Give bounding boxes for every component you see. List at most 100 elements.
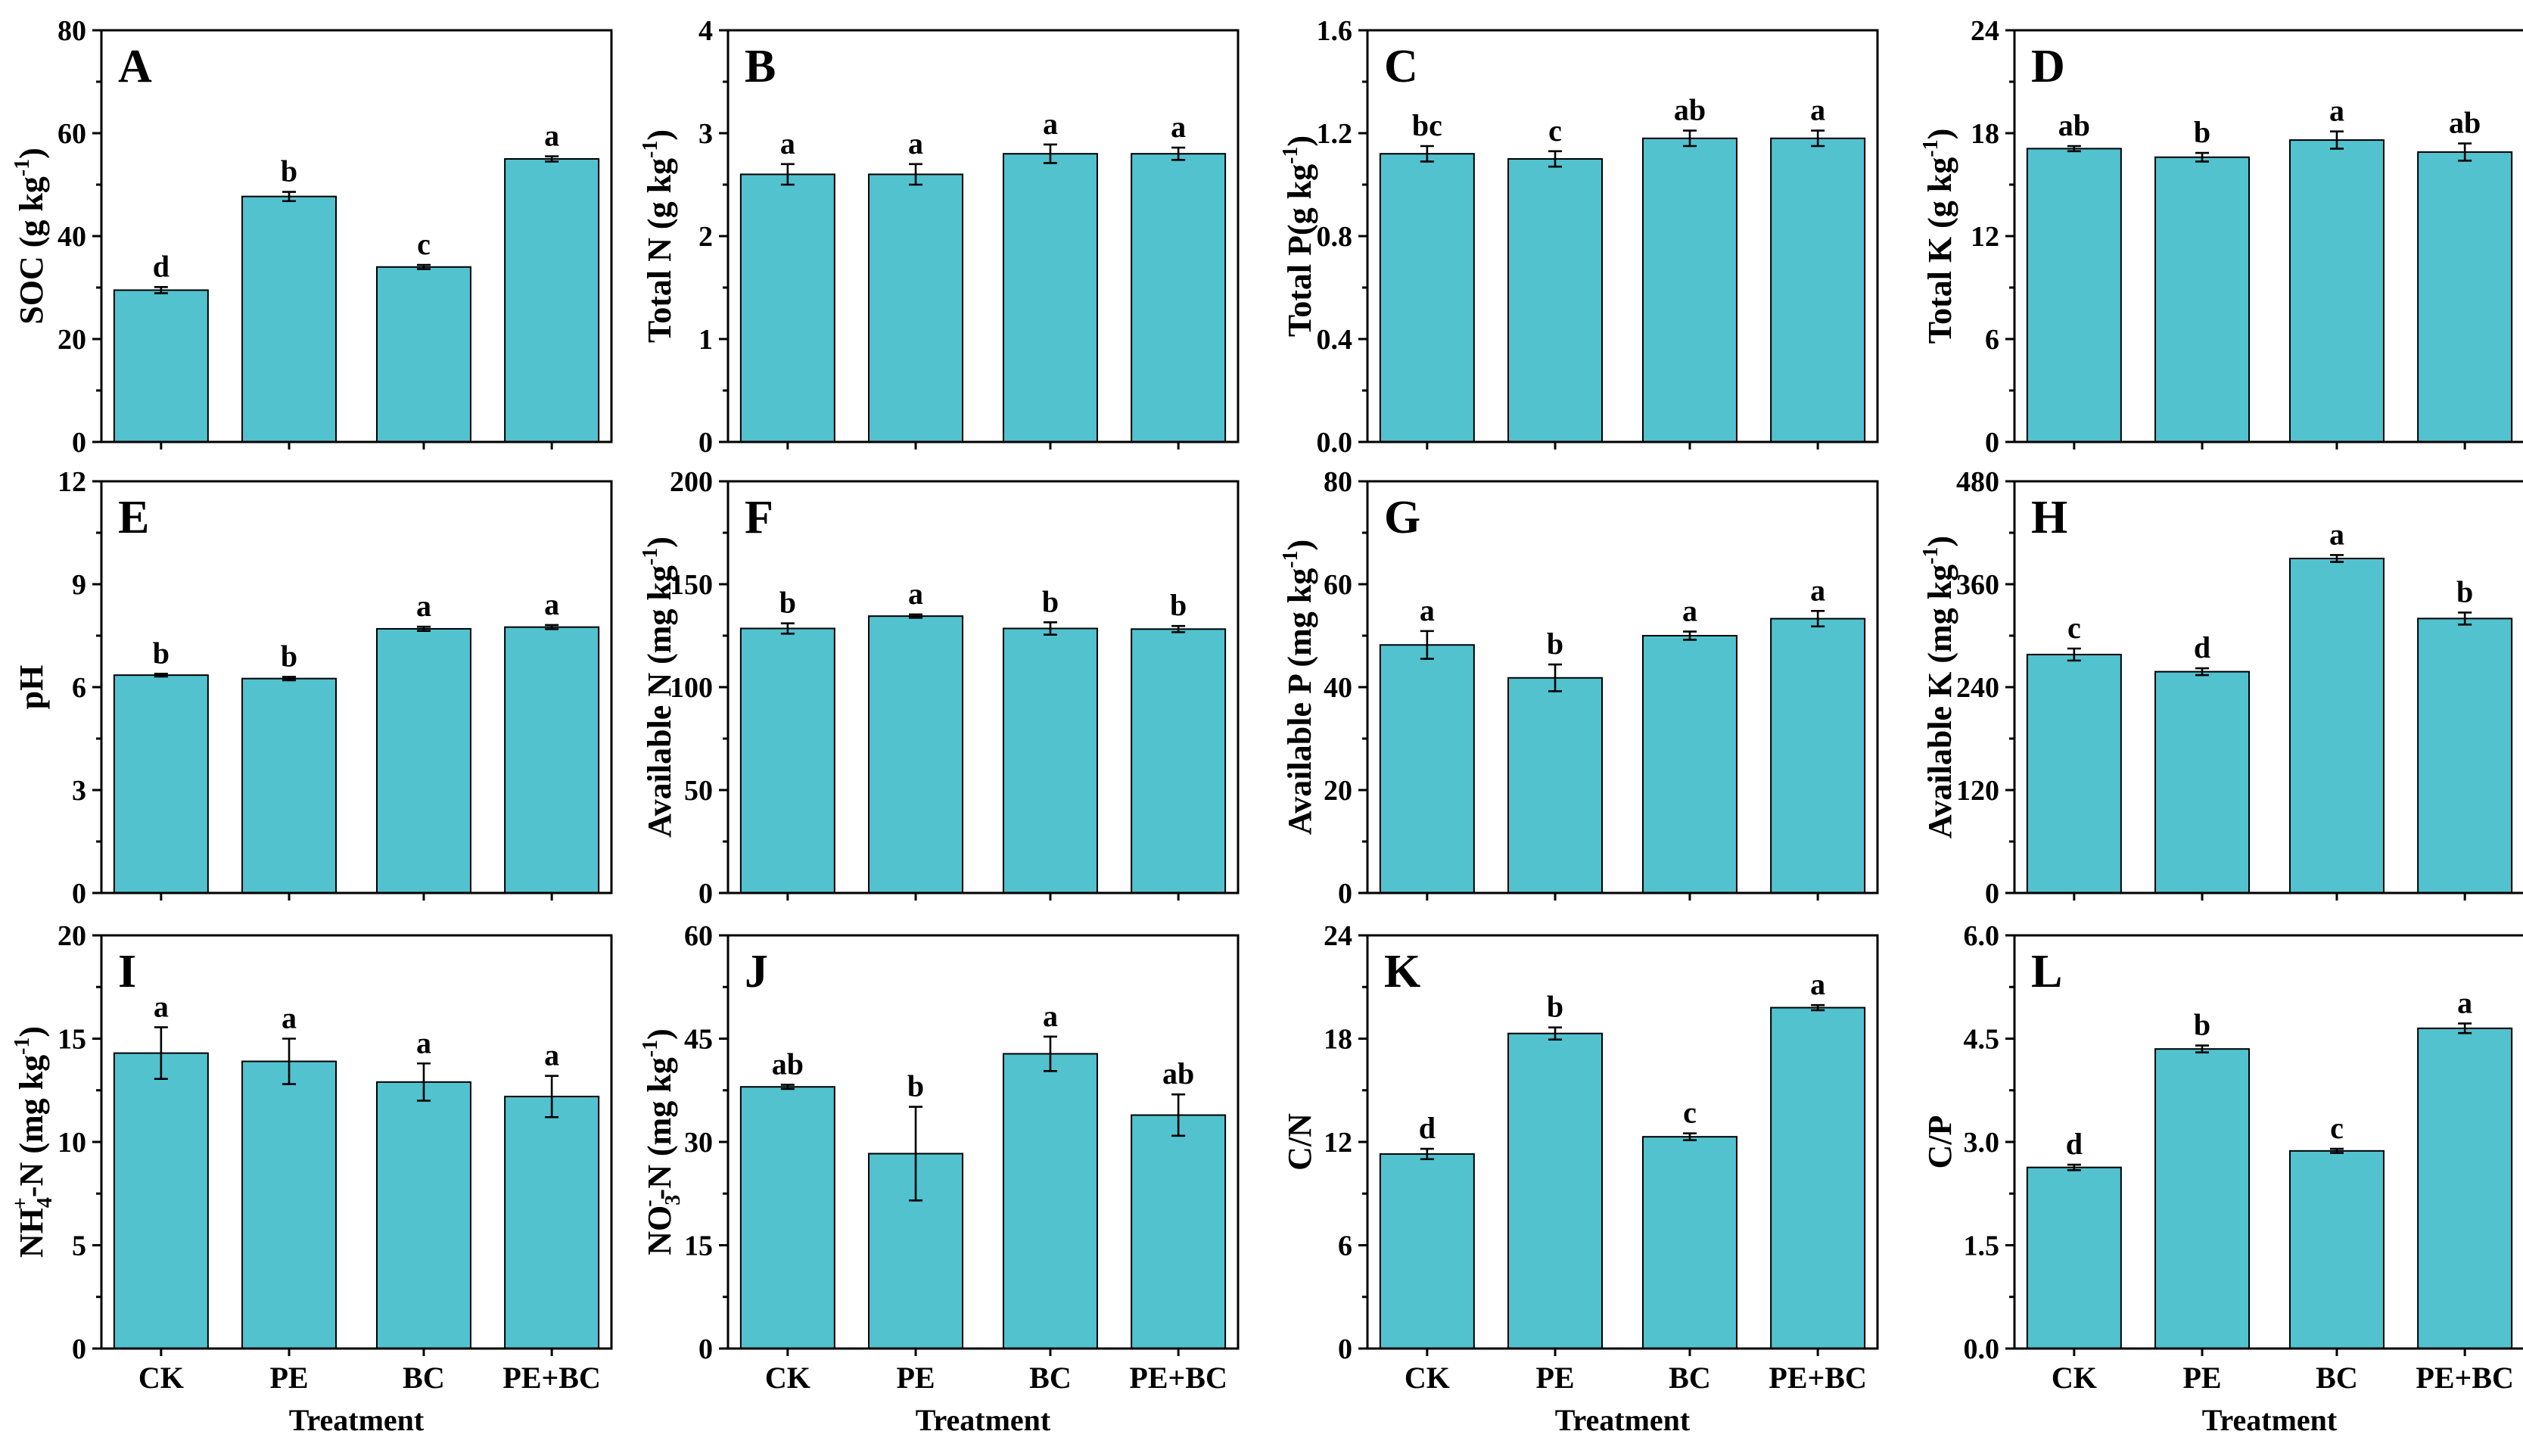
sig-letter-j-bc: a <box>1043 999 1058 1033</box>
bar-l-bc <box>2288 1150 2385 1349</box>
error-bar-e-ck <box>154 673 168 678</box>
sig-letter-g-pe: b <box>1547 627 1563 661</box>
error-bar-k-pe-plus-bc <box>1811 1003 1825 1012</box>
xtick-label-i-ck: CK <box>138 1361 184 1395</box>
axes-frame-l <box>2013 934 2523 1350</box>
ytick-label-k-2: 12 <box>1324 1127 1352 1159</box>
ytick-label-k-1: 6 <box>1338 1230 1352 1262</box>
axes-frame-k <box>1366 934 1879 1350</box>
sig-letter-i-bc: a <box>416 1025 431 1059</box>
axes-frame-c <box>1366 29 1879 443</box>
ytick-label-f-0: 0 <box>698 878 713 910</box>
error-bar-f-pe <box>909 613 923 619</box>
sig-letter-l-pe-plus-bc: a <box>2457 985 2472 1019</box>
xtick-label-j-pe-plus-bc: PE+BC <box>1129 1361 1227 1395</box>
error-bar-g-bc <box>1682 630 1697 641</box>
ytick-label-d-2: 12 <box>1971 221 1999 253</box>
ytick-label-j-4: 60 <box>684 920 713 952</box>
sig-letter-f-pe-plus-bc: b <box>1170 588 1187 622</box>
ytick-label-a-4: 80 <box>58 15 86 47</box>
panel-label-l: L <box>2031 946 2062 997</box>
error-bar-d-pe <box>2195 151 2210 163</box>
bar-h-bc <box>2288 558 2385 894</box>
error-bar-a-ck <box>154 286 168 294</box>
bar-c-bc <box>1641 137 1737 443</box>
ytick-label-f-2: 100 <box>670 672 713 704</box>
y-axis-title-k: C/N <box>1281 1113 1318 1171</box>
ytick-label-l-1: 1.5 <box>1964 1230 2000 1262</box>
x-axis-title-i: Treatment <box>289 1403 425 1437</box>
bar-f-bc <box>1002 627 1098 894</box>
bar-b-bc <box>1002 153 1098 443</box>
error-bar-h-pe-plus-bc <box>2458 611 2472 626</box>
error-bar-i-ck <box>154 1026 168 1081</box>
panel-label-b: B <box>745 41 776 92</box>
sig-letter-i-pe: a <box>282 1001 297 1035</box>
ytick-label-l-4: 6.0 <box>1964 920 2000 952</box>
panel-i: a a a a 0 5 10 15 20 CK PE BC PE+BC Treatment I NH4+-N … <box>9 920 613 1437</box>
error-bar-e-bc <box>416 625 431 632</box>
error-bar-a-bc <box>416 263 431 270</box>
sig-letter-k-pe-plus-bc: a <box>1810 967 1825 1001</box>
error-bar-c-bc <box>1682 129 1697 148</box>
panel-label-c: C <box>1384 41 1418 92</box>
ytick-label-h-1: 120 <box>1956 775 1999 807</box>
error-bar-b-bc <box>1043 143 1057 164</box>
error-bar-a-pe <box>282 191 297 203</box>
y-axis-title-h: Available K (mg kg-1) <box>1919 536 1958 838</box>
xtick-label-k-bc: BC <box>1669 1361 1711 1395</box>
y-axis-title-b: Total N (g kg-1) <box>639 129 678 343</box>
panel-label-i: I <box>118 946 136 997</box>
y-axis-title-a: SOC (g kg-1) <box>11 148 50 325</box>
panel-label-j: J <box>745 946 768 997</box>
error-bar-g-ck <box>1420 630 1434 660</box>
error-bar-j-pe-plus-bc <box>1171 1093 1186 1137</box>
error-bar-h-ck <box>2067 647 2081 662</box>
sig-letter-a-pe: b <box>281 154 297 188</box>
ytick-label-c-3: 1.2 <box>1317 118 1353 150</box>
panel-c: bc c ab a 0.0 0.4 0.8 1.2 1.6 C Total P(g kg-1) <box>1279 15 1879 459</box>
ytick-label-c-0: 0.0 <box>1317 427 1353 459</box>
panel-label-k: K <box>1384 946 1420 997</box>
y-axis-title-i: NH4+-N (mg kg-1) <box>9 1026 57 1258</box>
bar-a-pe <box>241 195 338 443</box>
bar-l-pe <box>2154 1048 2251 1350</box>
panel-label-f: F <box>745 492 773 543</box>
ytick-label-e-4: 12 <box>58 466 86 498</box>
ytick-label-e-2: 6 <box>72 672 86 704</box>
ytick-label-k-4: 24 <box>1324 920 1352 952</box>
error-bar-f-ck <box>780 622 795 635</box>
x-axis-title-k: Treatment <box>1555 1403 1691 1437</box>
error-bar-i-pe <box>282 1038 297 1085</box>
ytick-label-f-1: 50 <box>684 775 713 807</box>
ytick-label-h-0: 0 <box>1985 878 1999 910</box>
ytick-label-b-2: 2 <box>698 221 713 253</box>
sig-letter-d-ck: ab <box>2058 108 2090 142</box>
sig-letter-f-pe: a <box>908 577 923 611</box>
sig-letter-f-bc: b <box>1042 584 1059 618</box>
ytick-label-l-3: 4.5 <box>1964 1024 2000 1056</box>
sig-letter-e-pe-plus-bc: a <box>544 587 559 621</box>
sig-letter-g-ck: a <box>1420 593 1435 627</box>
bar-l-pe-plus-bc <box>2417 1027 2513 1349</box>
bar-k-pe-plus-bc <box>1770 1006 1866 1350</box>
error-bar-c-pe-plus-bc <box>1811 129 1825 148</box>
sig-letter-h-pe: d <box>2194 630 2210 664</box>
sig-letter-k-bc: c <box>1683 1096 1697 1130</box>
bar-b-pe-plus-bc <box>1131 153 1227 443</box>
panel-f: b a b b 0 50 100 150 200 F Available N (mg kg-1) <box>639 466 1240 910</box>
sig-letter-c-pe: c <box>1548 114 1562 148</box>
panel-b: a a a a 0 1 2 3 4B Total N (g kg-1) <box>639 15 1240 459</box>
sig-letter-f-ck: b <box>779 586 796 620</box>
sig-letter-i-pe-plus-bc: a <box>544 1038 559 1072</box>
bar-l-ck <box>2026 1166 2122 1350</box>
bar-f-ck <box>739 627 835 894</box>
y-axis-title-e: pH <box>13 665 50 710</box>
xtick-label-i-pe-plus-bc: PE+BC <box>502 1361 600 1395</box>
ytick-label-g-1: 20 <box>1324 775 1352 807</box>
sig-letter-a-ck: d <box>153 249 170 283</box>
ytick-label-l-0: 0.0 <box>1964 1333 2000 1365</box>
bar-h-ck <box>2026 653 2122 894</box>
sig-letter-j-pe-plus-bc: ab <box>1162 1056 1194 1090</box>
sig-letter-k-pe: b <box>1547 990 1563 1024</box>
